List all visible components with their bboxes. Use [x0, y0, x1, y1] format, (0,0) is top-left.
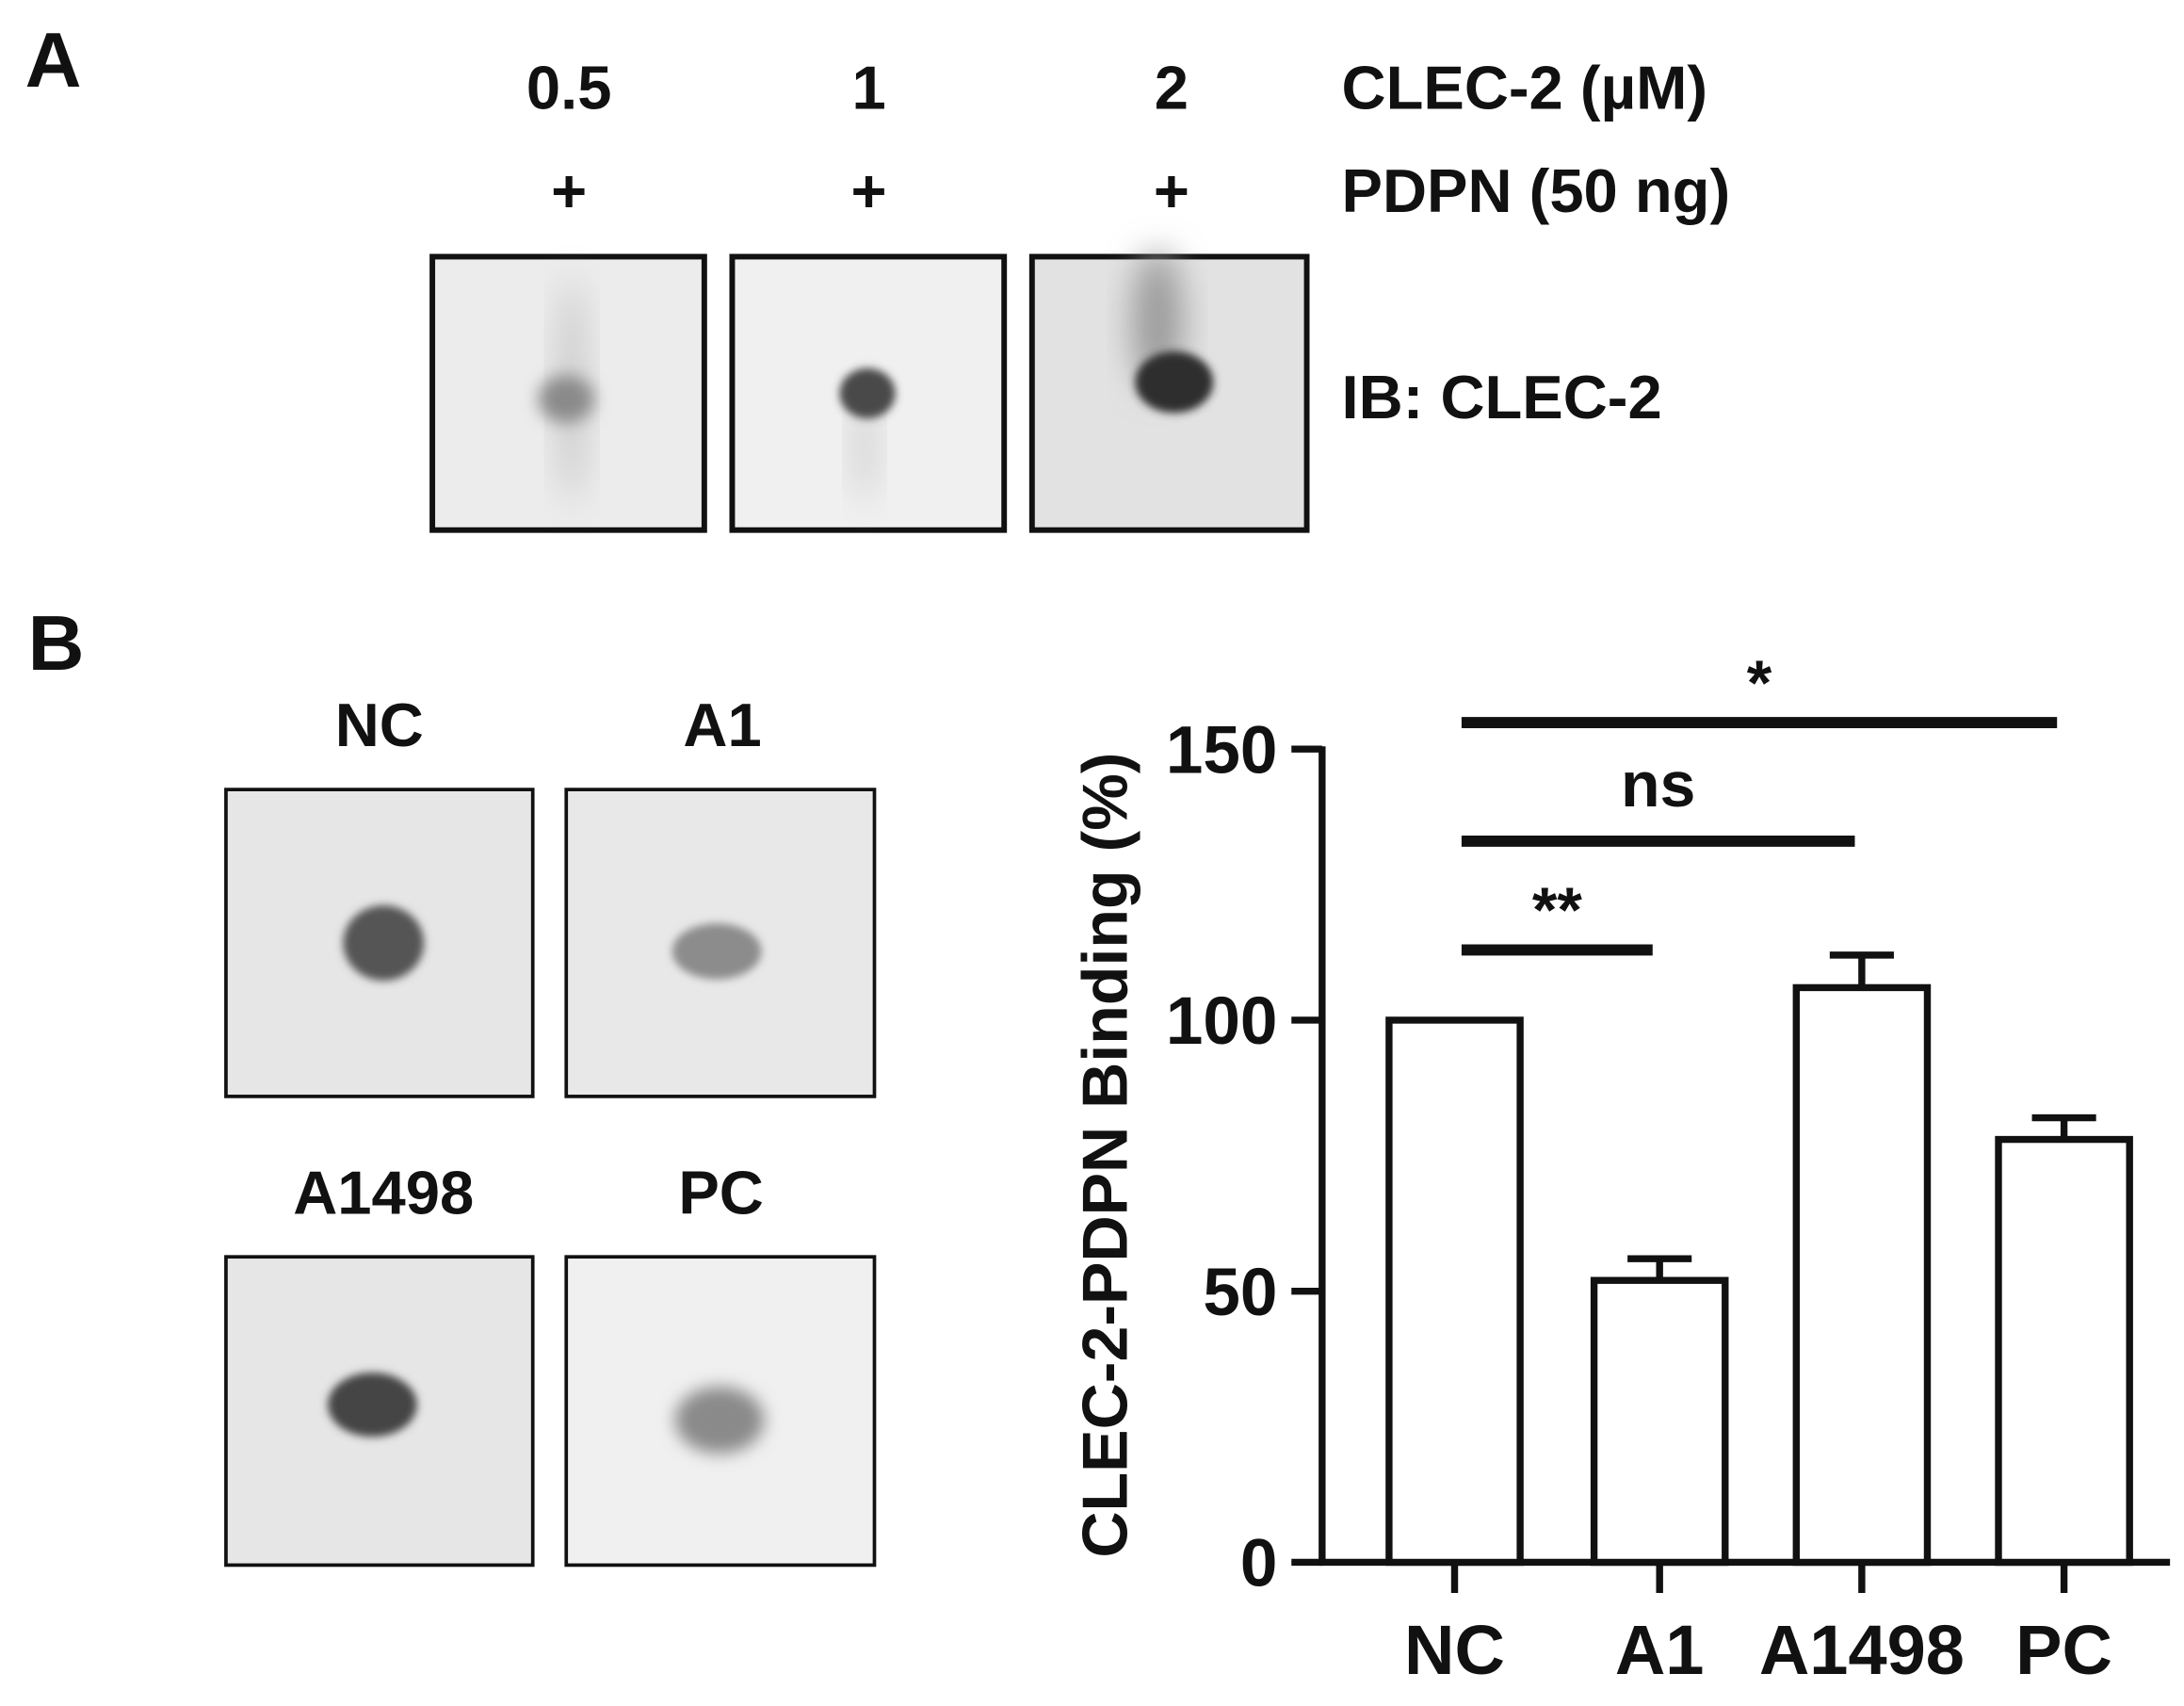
concentration-label: 2	[1155, 54, 1189, 122]
blot	[729, 253, 1008, 533]
x-tick-label: NC	[1404, 1611, 1505, 1689]
significance-label: *	[1747, 647, 1772, 719]
bar	[1590, 1276, 1729, 1567]
blot-label: IB: CLEC-2	[1342, 363, 1662, 431]
concentration-label: 1	[851, 54, 885, 122]
bar	[1385, 1016, 1524, 1567]
significance-label: ns	[1621, 749, 1695, 821]
x-tick-label: PC	[2015, 1611, 2112, 1689]
blot	[224, 1255, 535, 1568]
blot	[429, 253, 707, 533]
row-label: CLEC-2 (µM)	[1342, 54, 1708, 122]
blot	[1028, 251, 1310, 533]
bar	[1995, 1135, 2133, 1567]
x-tick-label: A1	[1615, 1611, 1705, 1689]
blot-label: PC	[678, 1158, 764, 1227]
bar	[1792, 983, 1932, 1567]
blot-label: A1	[683, 691, 761, 759]
blot	[564, 788, 877, 1098]
row-label: PDPN (50 ng)	[1342, 156, 1731, 225]
blot-label: NC	[335, 691, 424, 759]
y-tick-label: 150	[1166, 713, 1278, 788]
bar-chart: 0 50 100 150 CLEC-2-PDPN Binding (%) NC A1 A149…	[1070, 647, 2171, 1689]
y-axis-label: CLEC-2-PDPN Binding (%)	[1070, 753, 1141, 1558]
plus-sign: +	[1154, 156, 1189, 225]
blot-label: A1498	[293, 1158, 474, 1227]
plus-sign: +	[551, 156, 587, 225]
blot	[224, 788, 535, 1098]
y-tick-label: 0	[1240, 1527, 1278, 1601]
panel-label: A	[25, 16, 82, 104]
panel-label: B	[28, 599, 85, 687]
plus-sign: +	[851, 156, 887, 225]
concentration-label: 0.5	[526, 54, 612, 122]
y-tick-label: 50	[1203, 1256, 1277, 1330]
x-tick-label: A1498	[1759, 1611, 1965, 1689]
significance-label: **	[1532, 874, 1583, 946]
y-tick-label: 100	[1166, 984, 1278, 1059]
blot	[564, 1255, 877, 1568]
